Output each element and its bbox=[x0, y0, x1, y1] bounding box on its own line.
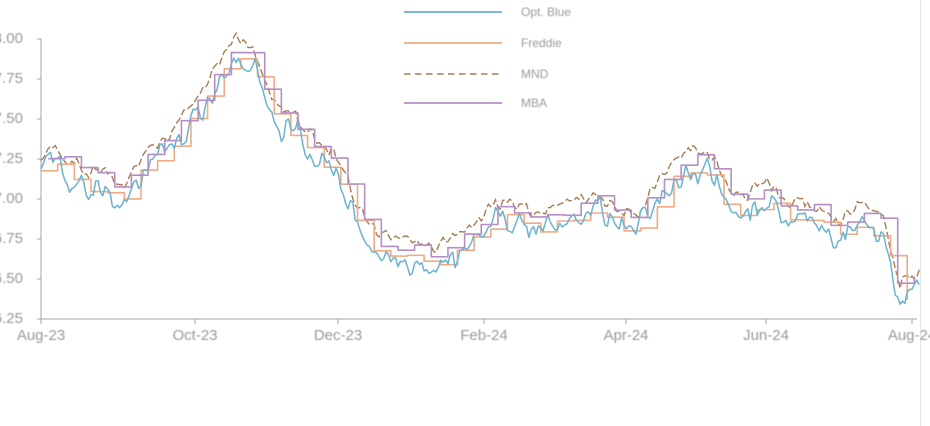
svg-text:7.25: 7.25 bbox=[0, 150, 23, 167]
svg-text:6.50: 6.50 bbox=[0, 270, 23, 287]
svg-text:Jun-24: Jun-24 bbox=[743, 327, 789, 344]
svg-text:6.75: 6.75 bbox=[0, 230, 23, 247]
svg-text:Aug-24: Aug-24 bbox=[888, 327, 930, 344]
svg-text:Opt. Blue: Opt. Blue bbox=[521, 5, 571, 19]
svg-text:Aug-23: Aug-23 bbox=[17, 327, 65, 344]
svg-text:6.25: 6.25 bbox=[0, 310, 23, 327]
svg-text:Dec-23: Dec-23 bbox=[314, 327, 362, 344]
svg-text:Apr-24: Apr-24 bbox=[603, 327, 648, 344]
svg-text:MND: MND bbox=[521, 67, 549, 81]
svg-text:MBA: MBA bbox=[521, 96, 547, 110]
svg-text:Oct-23: Oct-23 bbox=[172, 327, 217, 344]
svg-text:8.00: 8.00 bbox=[0, 30, 23, 47]
svg-text:7.00: 7.00 bbox=[0, 190, 23, 207]
svg-text:Freddie: Freddie bbox=[521, 36, 562, 50]
svg-text:7.75: 7.75 bbox=[0, 70, 23, 87]
svg-text:7.50: 7.50 bbox=[0, 110, 23, 127]
svg-text:Feb-24: Feb-24 bbox=[460, 327, 508, 344]
